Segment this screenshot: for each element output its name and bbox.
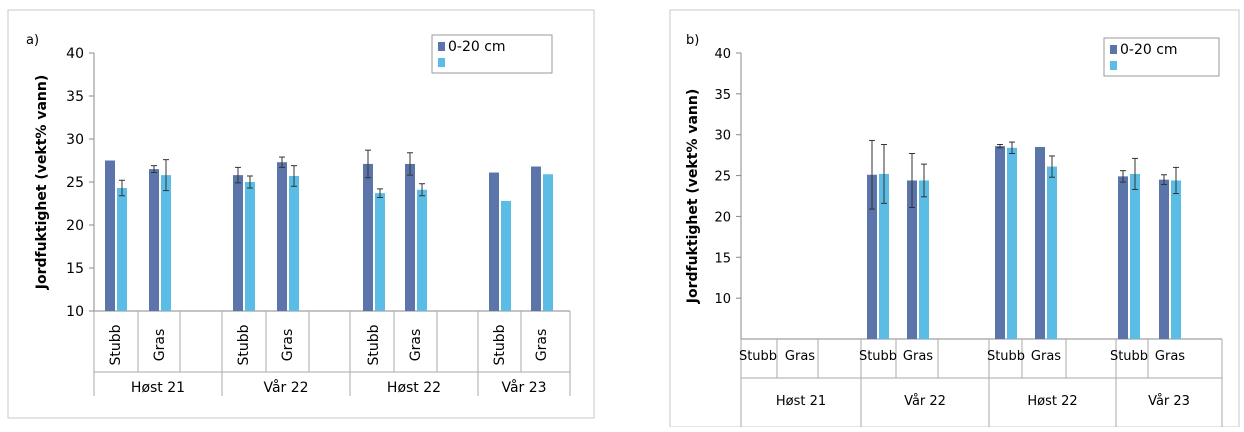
bar-series2: [117, 188, 127, 311]
y-tick-label: 20: [714, 210, 731, 225]
chart-panel-b: b) 10 15 20 25 30 35 40 Jordfuktighet (vekt% van…: [622, 0, 1244, 428]
bar-series2: [543, 174, 553, 311]
category-label: Gras: [1155, 349, 1185, 364]
y-tick-label: 30: [714, 129, 731, 144]
legend-label: 0-20 cm: [448, 39, 506, 55]
bar-series2: [501, 200, 511, 311]
category-label: Gras: [534, 329, 550, 361]
category-label: Stubb: [739, 349, 777, 364]
bar-series1: [995, 146, 1005, 339]
bar-series1: [105, 160, 115, 311]
y-tick-label: 35: [66, 89, 84, 105]
legend: 0-20 cm: [431, 34, 553, 74]
legend-swatch: [1110, 45, 1117, 54]
group-label: Høst 22: [387, 380, 441, 396]
category-label: Stubb: [108, 324, 124, 365]
category-label: Gras: [408, 329, 424, 361]
y-tick-label: 10: [714, 292, 731, 307]
bar-series1: [277, 162, 287, 311]
y-tick-label: 10: [66, 304, 84, 320]
bar-series2: [417, 189, 427, 311]
category-label: Stubb: [1110, 349, 1148, 364]
group-label: Høst 21: [776, 394, 826, 409]
y-tick-label: 35: [714, 88, 731, 103]
bar-series2: [289, 175, 299, 311]
group-label: Høst 22: [1027, 394, 1077, 409]
bar-series2: [161, 175, 171, 311]
group-label: Høst 21: [131, 380, 185, 396]
legend-swatch: [438, 42, 445, 51]
bar-series1: [907, 180, 917, 339]
bar-series2: [1007, 147, 1017, 339]
group-label: Vår 23: [501, 379, 546, 396]
chart-frame: [7, 9, 595, 419]
y-tick-label: 40: [66, 46, 84, 62]
bar-series1: [1035, 146, 1045, 339]
group-label: Vår 23: [1148, 394, 1190, 409]
legend-label: 0-20 cm: [1120, 42, 1178, 58]
legend-swatch: [1110, 61, 1117, 70]
bar-series1: [531, 166, 541, 311]
bar-chart-b: b) 10 15 20 25 30 35 40 Jordfuktighet (vekt% van…: [669, 9, 1240, 428]
category-label: Stubb: [366, 324, 382, 365]
panel-label: b): [686, 33, 699, 48]
bar-series2: [1047, 166, 1057, 339]
category-label: Gras: [152, 329, 168, 361]
bar-series2: [919, 180, 929, 339]
bar-series2: [879, 173, 889, 339]
bar-series1: [405, 163, 415, 311]
bar-series1: [233, 175, 243, 311]
bar-series2: [1171, 180, 1181, 339]
y-tick-label: 15: [66, 261, 84, 277]
category-label: Stubb: [987, 349, 1025, 364]
y-tick-label: 15: [714, 251, 731, 266]
bar-series1: [867, 174, 877, 339]
bar-series2: [375, 193, 385, 311]
y-tick-label: 25: [66, 175, 84, 191]
group-label: Vår 22: [904, 394, 946, 409]
bar-series1: [1118, 176, 1128, 339]
legend-box: [431, 34, 553, 74]
category-label: Stubb: [859, 349, 897, 364]
category-label: Gras: [280, 329, 296, 361]
y-axis-title: Jordfuktighet (vekt% vann): [34, 75, 50, 291]
group-label: Vår 22: [263, 379, 308, 396]
y-tick-label: 30: [66, 132, 84, 148]
legend-box: [1103, 37, 1220, 77]
y-tick-label: 40: [714, 47, 731, 62]
category-label: Gras: [1031, 349, 1061, 364]
y-tick-label: 25: [714, 170, 731, 185]
y-tick-label: 20: [66, 218, 84, 234]
bar-series1: [1159, 179, 1169, 339]
panel-label: a): [26, 33, 39, 48]
bar-series2: [1130, 173, 1140, 339]
bar-series2: [245, 182, 255, 311]
bar-series1: [363, 163, 373, 311]
category-label: Gras: [903, 349, 933, 364]
bar-series1: [149, 169, 159, 311]
legend-swatch: [438, 58, 445, 67]
bar-chart-a: a) 10 15 20 25 30 35 40 Jordfuktighet (vekt% van…: [7, 9, 595, 419]
y-axis-title: Jordfuktighet (vekt% vann): [685, 89, 701, 305]
chart-panel-a: a) 10 15 20 25 30 35 40 Jordfuktighet (vekt% van…: [0, 0, 622, 427]
category-label: Stubb: [236, 324, 252, 365]
category-label: Stubb: [492, 324, 508, 365]
bar-series1: [489, 172, 499, 311]
category-label: Gras: [785, 349, 815, 364]
legend: 0-20 cm: [1103, 37, 1220, 77]
